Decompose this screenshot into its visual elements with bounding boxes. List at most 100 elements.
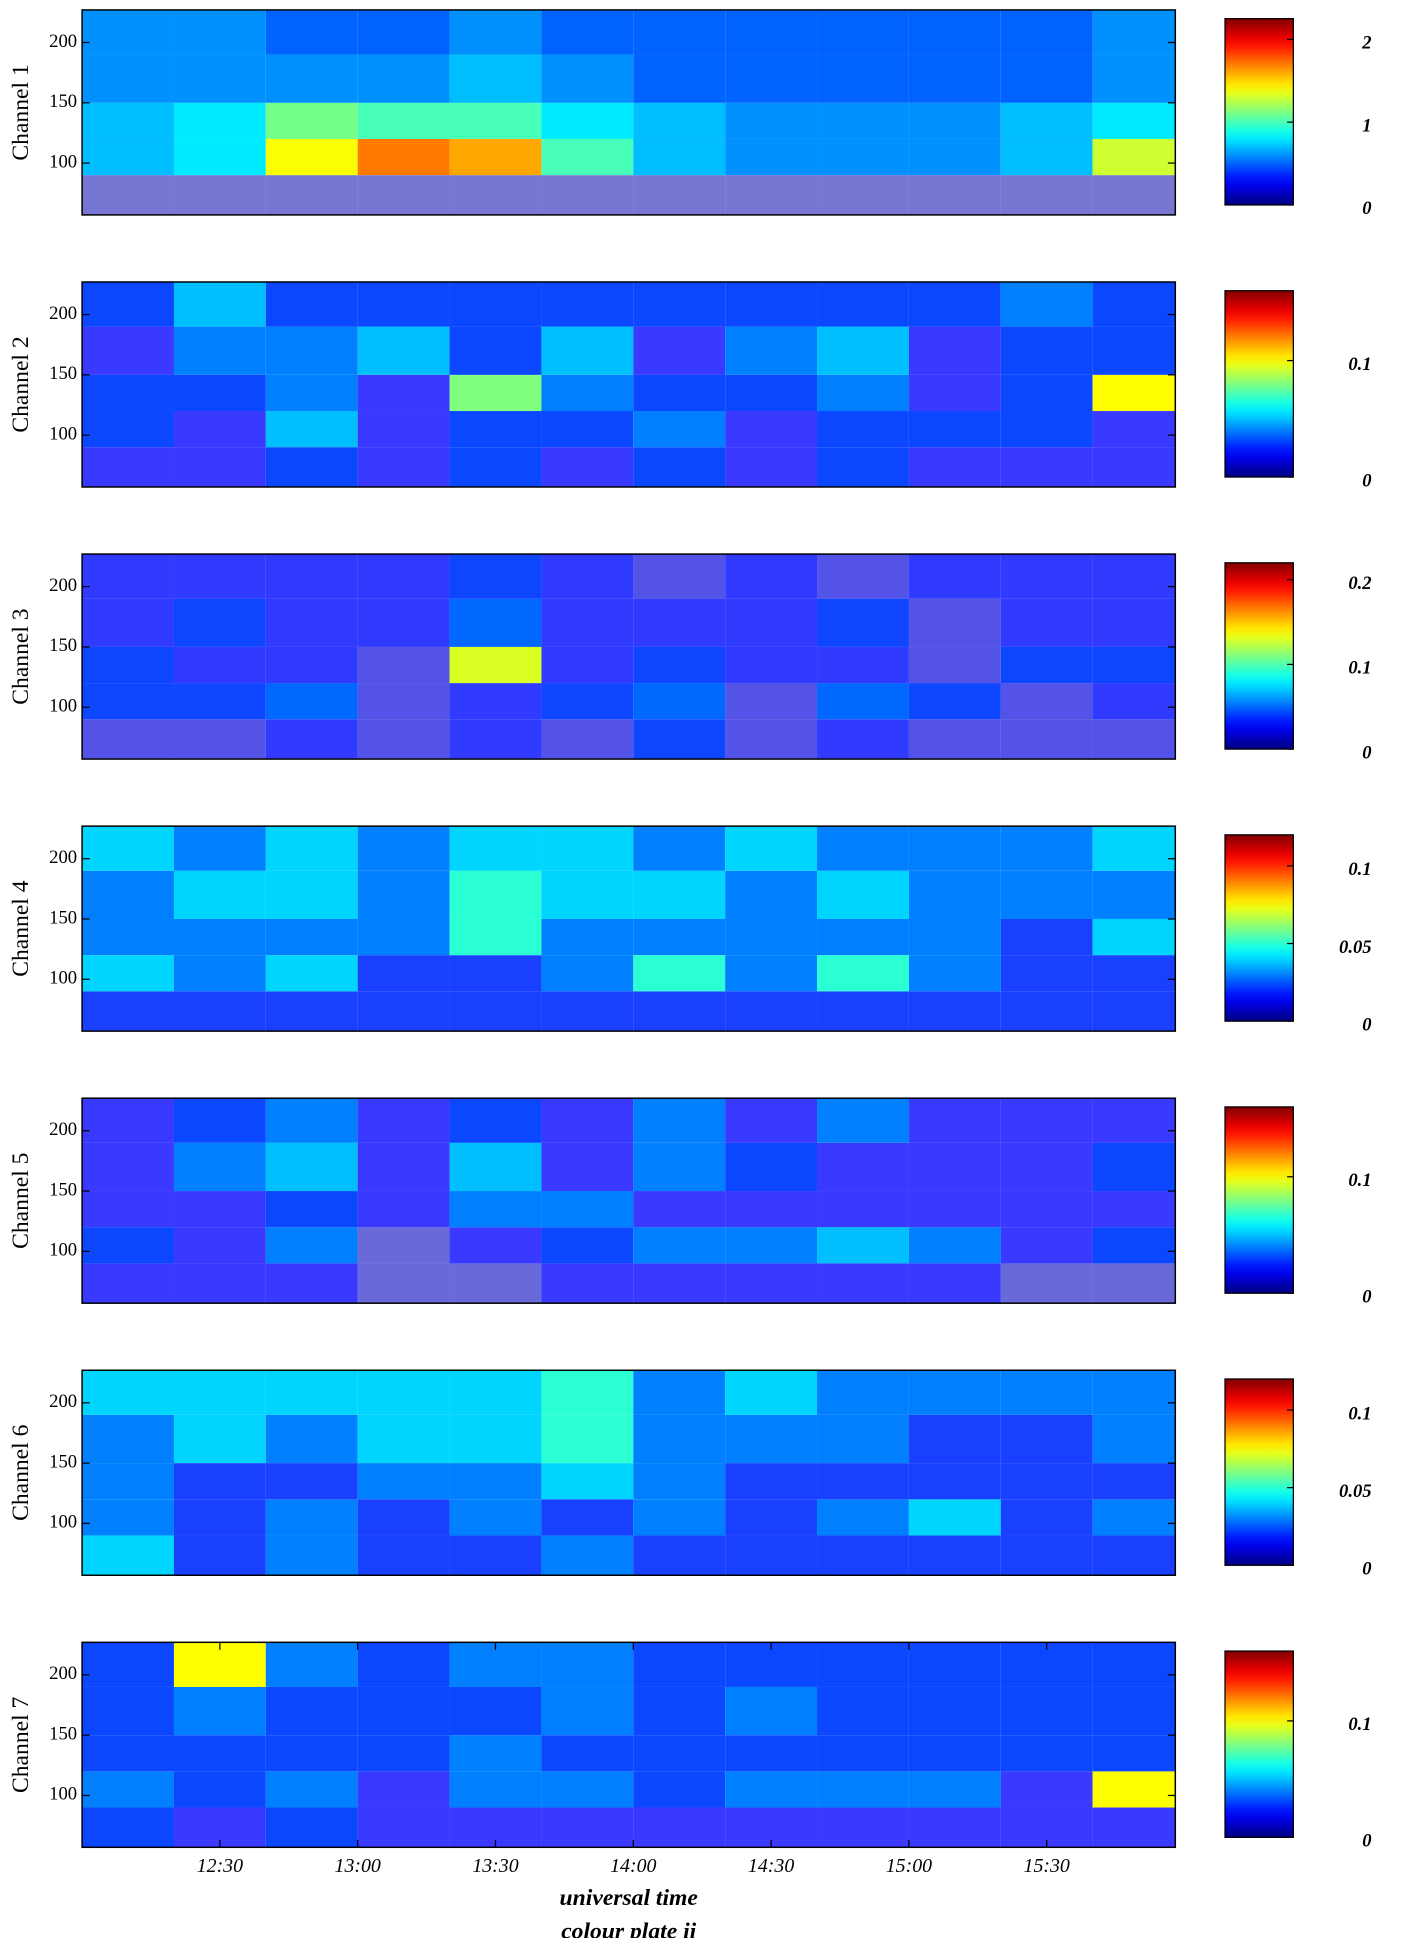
heatmap-cell: [908, 326, 1001, 375]
heatmap-cell: [541, 1098, 634, 1143]
heatmap-cell: [817, 1771, 909, 1808]
heatmap-cell: [633, 991, 726, 1032]
heatmap-cell: [173, 719, 266, 760]
heatmap-cell: [817, 1735, 909, 1772]
plot-frame: [81, 825, 1177, 1032]
heatmap-cell: [1000, 870, 1093, 919]
heatmap-cell: [265, 1370, 358, 1415]
heatmap-cell: [265, 1463, 358, 1500]
heatmap-cell: [725, 955, 818, 992]
y-tick-label: 200: [49, 303, 77, 324]
heatmap-cell: [817, 282, 909, 327]
heatmap-cell: [449, 554, 542, 599]
heatmap-cell: [265, 955, 358, 992]
heatmap-cell: [633, 870, 726, 919]
colorbar: [1224, 562, 1294, 750]
heatmap-cell: [1000, 826, 1093, 871]
heatmap-cell: [633, 1142, 726, 1192]
heatmap-cell: [173, 326, 266, 375]
heatmap-cell: [908, 1807, 1001, 1848]
heatmap-cell: [908, 1686, 1001, 1736]
heatmap-cell: [449, 1370, 542, 1415]
heatmap-cell: [541, 1735, 634, 1772]
heatmap-cell: [173, 955, 266, 992]
heatmap-cell: [633, 1191, 726, 1228]
colorbar-tick-label: 0: [1362, 1286, 1371, 1307]
colorbar-tick-label: 0.1: [1348, 859, 1371, 880]
heatmap-cell: [449, 955, 542, 992]
heatmap-cell: [1000, 411, 1093, 448]
heatmap-cell: [1092, 9, 1176, 55]
x-tick-label: 13:00: [335, 1855, 381, 1877]
colorbar-tick-label: 0: [1362, 1014, 1371, 1035]
heatmap-cell: [1000, 447, 1093, 487]
colorbar-tick-label: 0.1: [1348, 354, 1371, 375]
heatmap-cell: [357, 175, 450, 215]
heatmap-cell: [817, 1686, 909, 1736]
heatmap-cell: [449, 282, 542, 327]
heatmap-cell: [633, 955, 726, 992]
heatmap-cell: [357, 1807, 450, 1848]
heatmap-cell: [1092, 1686, 1176, 1736]
heatmap-cell: [82, 1735, 174, 1772]
heatmap-cell: [908, 138, 1001, 176]
heatmap-cell: [817, 1142, 909, 1192]
heatmap-cell: [1000, 54, 1093, 103]
heatmap-cell: [449, 1414, 542, 1464]
heatmap-cell: [1000, 1098, 1093, 1143]
heatmap-cell: [817, 598, 909, 647]
colorbar: [1224, 834, 1294, 1022]
plot-frame: [81, 553, 1177, 760]
heatmap-cell: [265, 1191, 358, 1228]
heatmap-cell: [449, 411, 542, 448]
y-tick-label: 200: [49, 1119, 77, 1140]
heatmap-cell: [173, 1263, 266, 1304]
heatmap-cell: [265, 1098, 358, 1143]
heatmap-cell: [725, 1414, 818, 1464]
y-axis-label: Channel 5: [8, 1153, 34, 1249]
heatmap-cell: [265, 374, 358, 412]
heatmap-cell: [82, 1263, 174, 1304]
heatmap-cell: [173, 1499, 266, 1536]
heatmap-cell: [1092, 598, 1176, 647]
y-tick-label: 100: [49, 1240, 77, 1261]
heatmap-cell: [449, 447, 542, 487]
colorbar-tick-label: 0: [1362, 1559, 1371, 1580]
heatmap-cell: [173, 826, 266, 871]
heatmap-cell: [817, 9, 909, 55]
heatmap-cell: [357, 1191, 450, 1228]
heatmap-cell: [817, 683, 909, 720]
heatmap-cell: [817, 991, 909, 1032]
heatmap-cell: [1000, 1227, 1093, 1264]
heatmap-cell: [725, 1142, 818, 1192]
heatmap-cell: [908, 826, 1001, 871]
heatmap-cell: [541, 374, 634, 412]
heatmap-cell: [1000, 918, 1093, 956]
heatmap-cell: [633, 1642, 726, 1687]
heatmap-cell: [265, 175, 358, 215]
heatmap-cell: [1000, 175, 1093, 215]
heatmap-cell: [357, 1370, 450, 1415]
y-axis-label: Channel 3: [8, 608, 34, 704]
heatmap-cell: [449, 1499, 542, 1536]
heatmap-cell: [1000, 1771, 1093, 1808]
heatmap-cell: [541, 826, 634, 871]
colorbar-tick-label: 0.05: [1339, 1481, 1372, 1502]
y-axis-label: Channel 1: [8, 64, 34, 160]
heatmap-cell: [633, 326, 726, 375]
heatmap-cell: [265, 1771, 358, 1808]
heatmap-cell: [1000, 1263, 1093, 1304]
heatmap-cell: [908, 411, 1001, 448]
heatmap-cell: [1092, 1535, 1176, 1576]
y-tick-label: 150: [49, 1451, 77, 1472]
heatmap-cell: [1000, 374, 1093, 412]
heatmap-cell: [817, 54, 909, 103]
heatmap-cell: [1000, 326, 1093, 375]
heatmap-cell: [173, 1370, 266, 1415]
heatmap-cell: [541, 598, 634, 647]
heatmap-cell: [633, 1263, 726, 1304]
colorbar-tick-label: 2: [1361, 33, 1371, 54]
heatmap-cell: [449, 1263, 542, 1304]
heatmap-cell: [449, 870, 542, 919]
